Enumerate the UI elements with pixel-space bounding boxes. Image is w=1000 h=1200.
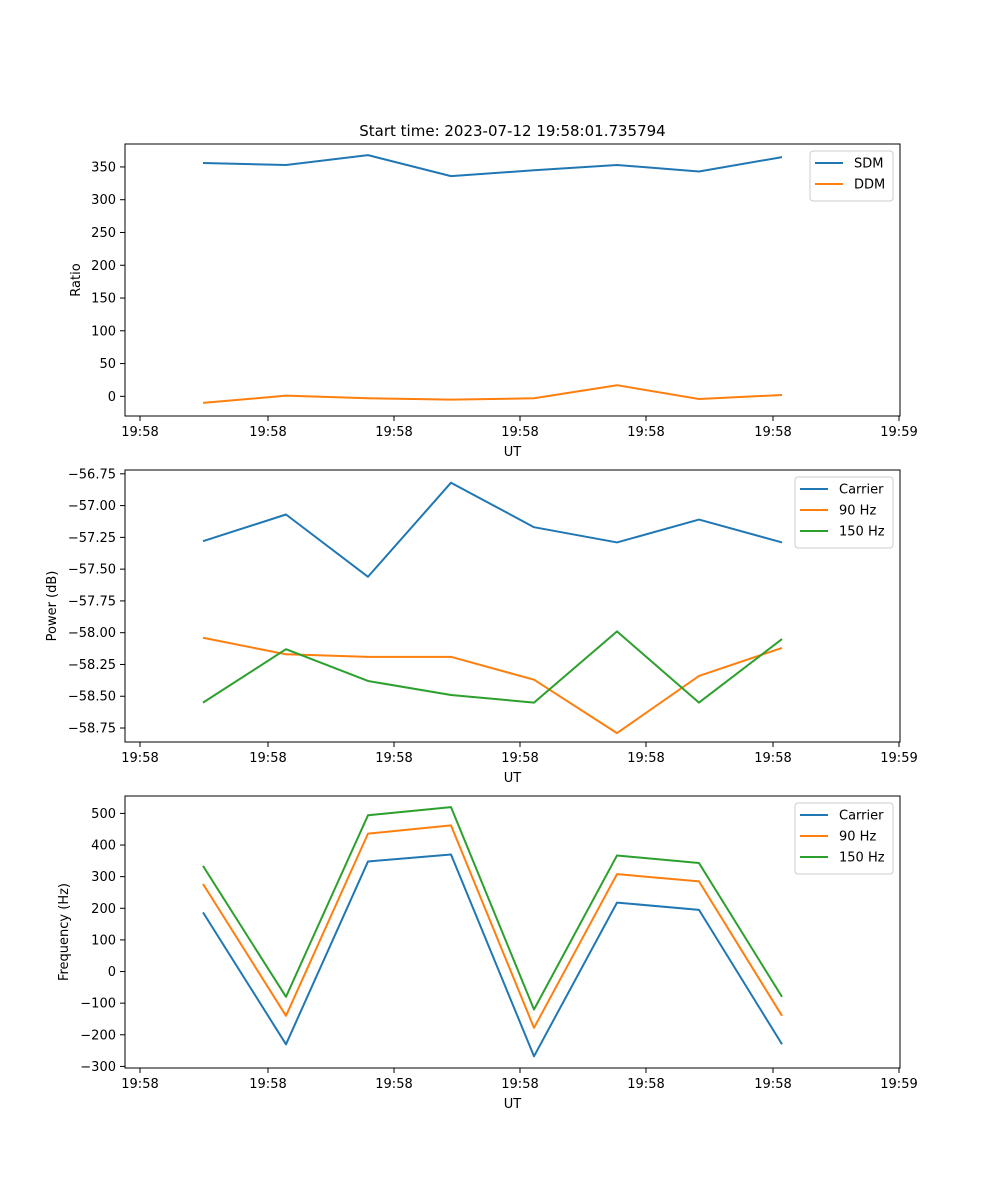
y-tick-label: −300 bbox=[80, 1060, 116, 1075]
y-tick-label: −200 bbox=[80, 1028, 116, 1043]
x-tick-label: 19:58 bbox=[501, 425, 538, 440]
x-axis-label: UT bbox=[504, 771, 522, 786]
subplot-2: 19:58 19:58 19:58 19:58 19:58 19:58 19:59 −58.7… bbox=[45, 467, 918, 786]
legend-label: 90 Hz bbox=[839, 504, 876, 519]
legend-label: Carrier bbox=[839, 809, 884, 824]
y-tick-label: 300 bbox=[91, 870, 116, 885]
series-line-150-hz bbox=[202, 806, 783, 1011]
y-tick-label: 200 bbox=[91, 902, 116, 917]
series-line-carrier bbox=[202, 853, 783, 1058]
y-tick-label: 100 bbox=[91, 933, 116, 948]
x-tick-label: 19:58 bbox=[754, 1077, 791, 1092]
axes-frame bbox=[124, 795, 901, 1069]
x-tick-label: 19:59 bbox=[880, 751, 917, 766]
x-tick-label: 19:58 bbox=[121, 425, 158, 440]
axes-frame bbox=[124, 143, 901, 417]
axes-frame bbox=[124, 469, 901, 743]
y-tick-label: 0 bbox=[108, 390, 116, 405]
y-axis-label: Ratio bbox=[69, 263, 84, 296]
y-tick-label: −58.75 bbox=[68, 722, 116, 737]
y-tick-label: 400 bbox=[91, 839, 116, 854]
x-tick-label: 19:58 bbox=[375, 751, 412, 766]
y-tick-label: −58.00 bbox=[68, 626, 116, 641]
figure-title: Start time: 2023-07-12 19:58:01.735794 bbox=[359, 122, 665, 140]
subplots: 19:58 19:58 19:58 19:58 19:58 19:58 19:59 0 50 10… bbox=[45, 143, 918, 1112]
x-axis-label: UT bbox=[504, 1097, 522, 1112]
legend: Carrier 90 Hz 150 Hz bbox=[794, 476, 894, 549]
y-tick-label: 250 bbox=[91, 226, 116, 241]
x-tick-label: 19:58 bbox=[627, 425, 664, 440]
legend: SDM DDM bbox=[809, 150, 894, 202]
series-line-sdm bbox=[202, 154, 783, 178]
y-tick-label: 500 bbox=[91, 807, 116, 822]
y-tick-label: −56.75 bbox=[68, 467, 116, 482]
y-axis-label: Power (dB) bbox=[45, 571, 60, 642]
legend-label: SDM bbox=[854, 157, 883, 172]
subplot-3: 19:58 19:58 19:58 19:58 19:58 19:58 19:59 −300 −… bbox=[57, 795, 918, 1112]
y-tick-label: 300 bbox=[91, 193, 116, 208]
x-axis-label: UT bbox=[504, 445, 522, 460]
series-line-ddm bbox=[202, 384, 783, 404]
x-tick-label: 19:58 bbox=[754, 751, 791, 766]
legend-label: 90 Hz bbox=[839, 830, 876, 845]
series-line-carrier bbox=[202, 481, 783, 578]
x-tick-label: 19:58 bbox=[121, 751, 158, 766]
series-line-90-hz bbox=[202, 636, 783, 735]
y-tick-label: −57.50 bbox=[68, 563, 116, 578]
y-tick-label: 150 bbox=[91, 292, 116, 307]
x-tick-label: 19:58 bbox=[249, 1077, 286, 1092]
y-axis-label: Frequency (Hz) bbox=[57, 883, 72, 981]
y-tick-label: −58.25 bbox=[68, 658, 116, 673]
x-tick-label: 19:58 bbox=[249, 425, 286, 440]
legend: Carrier 90 Hz 150 Hz bbox=[794, 802, 894, 875]
subplot-1: 19:58 19:58 19:58 19:58 19:58 19:58 19:59 0 50 10… bbox=[69, 143, 918, 460]
series-line-150-hz bbox=[202, 630, 783, 704]
legend-label: 150 Hz bbox=[839, 851, 885, 866]
legend-label: Carrier bbox=[839, 483, 884, 498]
x-tick-label: 19:59 bbox=[880, 1077, 917, 1092]
y-tick-label: 350 bbox=[91, 160, 116, 175]
x-tick-label: 19:59 bbox=[880, 425, 917, 440]
x-tick-label: 19:58 bbox=[121, 1077, 158, 1092]
y-tick-label: −58.50 bbox=[68, 690, 116, 705]
y-tick-label: 200 bbox=[91, 259, 116, 274]
x-tick-label: 19:58 bbox=[501, 751, 538, 766]
x-tick-label: 19:58 bbox=[375, 425, 412, 440]
y-tick-label: −100 bbox=[80, 997, 116, 1012]
series-line-90-hz bbox=[202, 824, 783, 1029]
y-tick-label: 50 bbox=[99, 357, 116, 372]
legend-label: DDM bbox=[854, 178, 885, 193]
y-tick-label: −57.75 bbox=[68, 594, 116, 609]
x-tick-label: 19:58 bbox=[754, 425, 791, 440]
x-tick-label: 19:58 bbox=[627, 751, 664, 766]
x-tick-label: 19:58 bbox=[501, 1077, 538, 1092]
y-tick-label: 100 bbox=[91, 324, 116, 339]
y-tick-label: −57.00 bbox=[68, 499, 116, 514]
y-tick-label: 0 bbox=[108, 965, 116, 980]
x-tick-label: 19:58 bbox=[375, 1077, 412, 1092]
x-tick-label: 19:58 bbox=[249, 751, 286, 766]
x-tick-label: 19:58 bbox=[627, 1077, 664, 1092]
legend-label: 150 Hz bbox=[839, 525, 885, 540]
y-tick-label: −57.25 bbox=[68, 531, 116, 546]
